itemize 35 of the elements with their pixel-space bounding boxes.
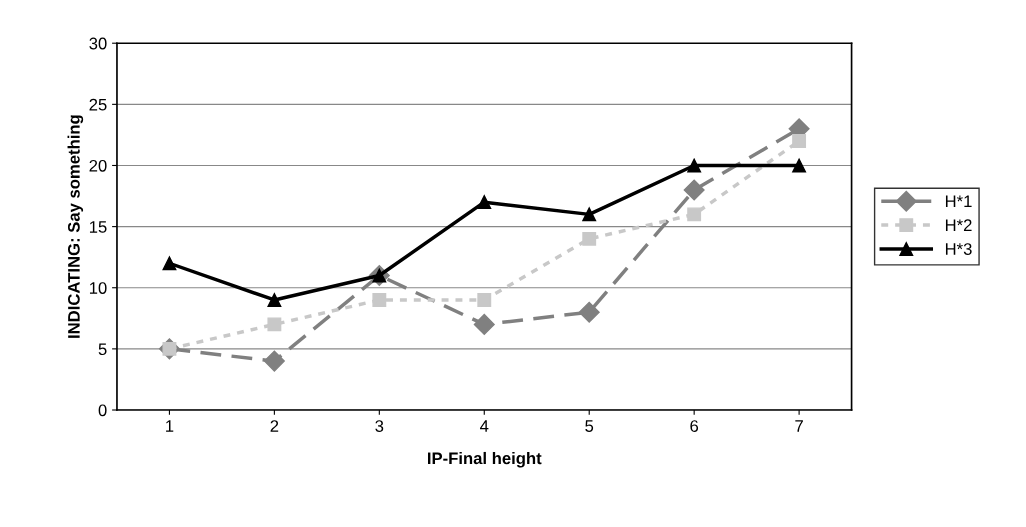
- y-tick-label: 30: [89, 37, 107, 50]
- x-tick-label: 1: [166, 420, 174, 432]
- point: [267, 293, 282, 307]
- y-axis-title: INDICATING: Say something: [67, 115, 84, 338]
- x-tick-label: 3: [375, 420, 384, 432]
- y-tick-label: 25: [89, 98, 107, 111]
- x-tick-label: 7: [795, 420, 803, 432]
- y-tick-label: 15: [89, 221, 107, 233]
- y-tick-label: 20: [89, 159, 107, 172]
- point: [263, 350, 285, 372]
- point: [578, 301, 600, 323]
- point: [792, 134, 807, 148]
- point: [473, 313, 495, 335]
- legend-label: H*1: [945, 195, 972, 208]
- x-tick-label: 5: [585, 420, 594, 432]
- x-tick-label: 2: [270, 420, 279, 432]
- point: [582, 207, 597, 222]
- x-tick-label: 4: [480, 420, 489, 432]
- point: [372, 293, 387, 307]
- point: [683, 179, 705, 201]
- point: [582, 231, 597, 246]
- point: [477, 195, 492, 210]
- point: [792, 158, 807, 173]
- x-tick-label: 6: [690, 420, 699, 432]
- x-axis-title: IP-Final height: [427, 451, 542, 468]
- point: [477, 293, 492, 307]
- legend-label: H*3: [945, 243, 972, 255]
- point: [687, 207, 702, 222]
- point: [267, 317, 282, 332]
- point: [162, 256, 177, 271]
- point: [687, 158, 702, 173]
- y-tick-label: 10: [89, 282, 107, 294]
- y-tick-label: 0: [98, 404, 107, 417]
- y-tick-label: 5: [98, 343, 107, 356]
- legend-label: H*2: [945, 219, 972, 231]
